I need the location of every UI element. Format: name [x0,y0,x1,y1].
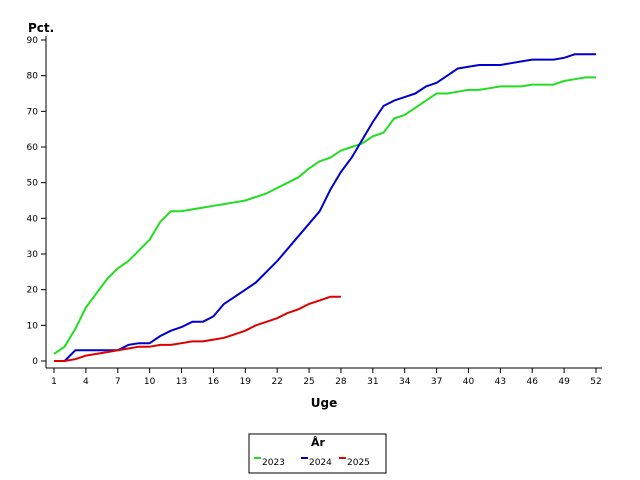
x-tick-label: 10 [144,377,156,387]
x-tick-label: 31 [367,377,378,387]
legend-title: År [311,436,326,449]
x-tick-label: 49 [558,377,570,387]
plot-area: 0 10 20 30 40 50 60 70 80 90 1 4 7 10 13 16 19 22 25 28 31 3… [27,36,602,387]
x-tick-label: 22 [271,377,282,387]
legend-items: 2023 2024 2025 [254,457,370,468]
x-axis-title: Uge [311,396,337,410]
y-axis-title: Pct. [28,21,54,35]
x-tick-label: 34 [399,377,411,387]
y-tick-label: 20 [27,286,39,296]
legend-label-2024: 2024 [309,458,332,468]
x-ticks: 1 4 7 10 13 16 19 22 25 28 31 34 37 40 43 46 49 52 [51,368,602,387]
y-tick-label: 50 [27,179,39,189]
x-tick-label: 43 [495,377,506,387]
x-tick-label: 13 [176,377,187,387]
legend: År 2023 2024 2025 [248,433,387,474]
x-tick-label: 16 [208,377,220,387]
series-line-2024 [54,53,596,362]
legend-label-2025: 2025 [347,458,370,468]
x-tick-label: 28 [335,377,347,387]
x-tick-label: 40 [463,377,475,387]
y-tick-label: 10 [27,321,39,331]
y-tick-label: 90 [27,36,39,46]
y-tick-label: 30 [27,250,39,260]
y-tick-label: 0 [32,357,38,367]
x-tick-label: 46 [527,377,539,387]
y-tick-label: 40 [27,214,39,224]
y-ticks: 0 10 20 30 40 50 60 70 80 90 [27,36,46,367]
series-lines [53,53,596,362]
series-line-2025 [54,295,341,362]
legend-label-2023: 2023 [262,458,285,468]
y-tick-label: 60 [27,143,39,153]
x-tick-label: 37 [431,377,442,387]
x-tick-label: 7 [115,377,121,387]
x-tick-label: 25 [303,377,314,387]
y-tick-label: 80 [27,72,39,82]
x-tick-label: 52 [590,377,601,387]
legend-box [248,433,387,474]
series-line-2023 [53,76,596,355]
y-tick-label: 70 [27,107,39,117]
x-tick-label: 1 [51,377,57,387]
x-tick-label: 19 [240,377,252,387]
x-tick-label: 4 [83,377,89,387]
